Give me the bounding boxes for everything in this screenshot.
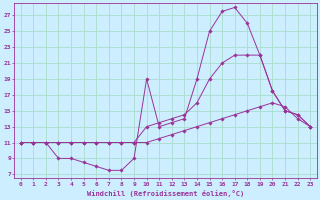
X-axis label: Windchill (Refroidissement éolien,°C): Windchill (Refroidissement éolien,°C)	[87, 190, 244, 197]
